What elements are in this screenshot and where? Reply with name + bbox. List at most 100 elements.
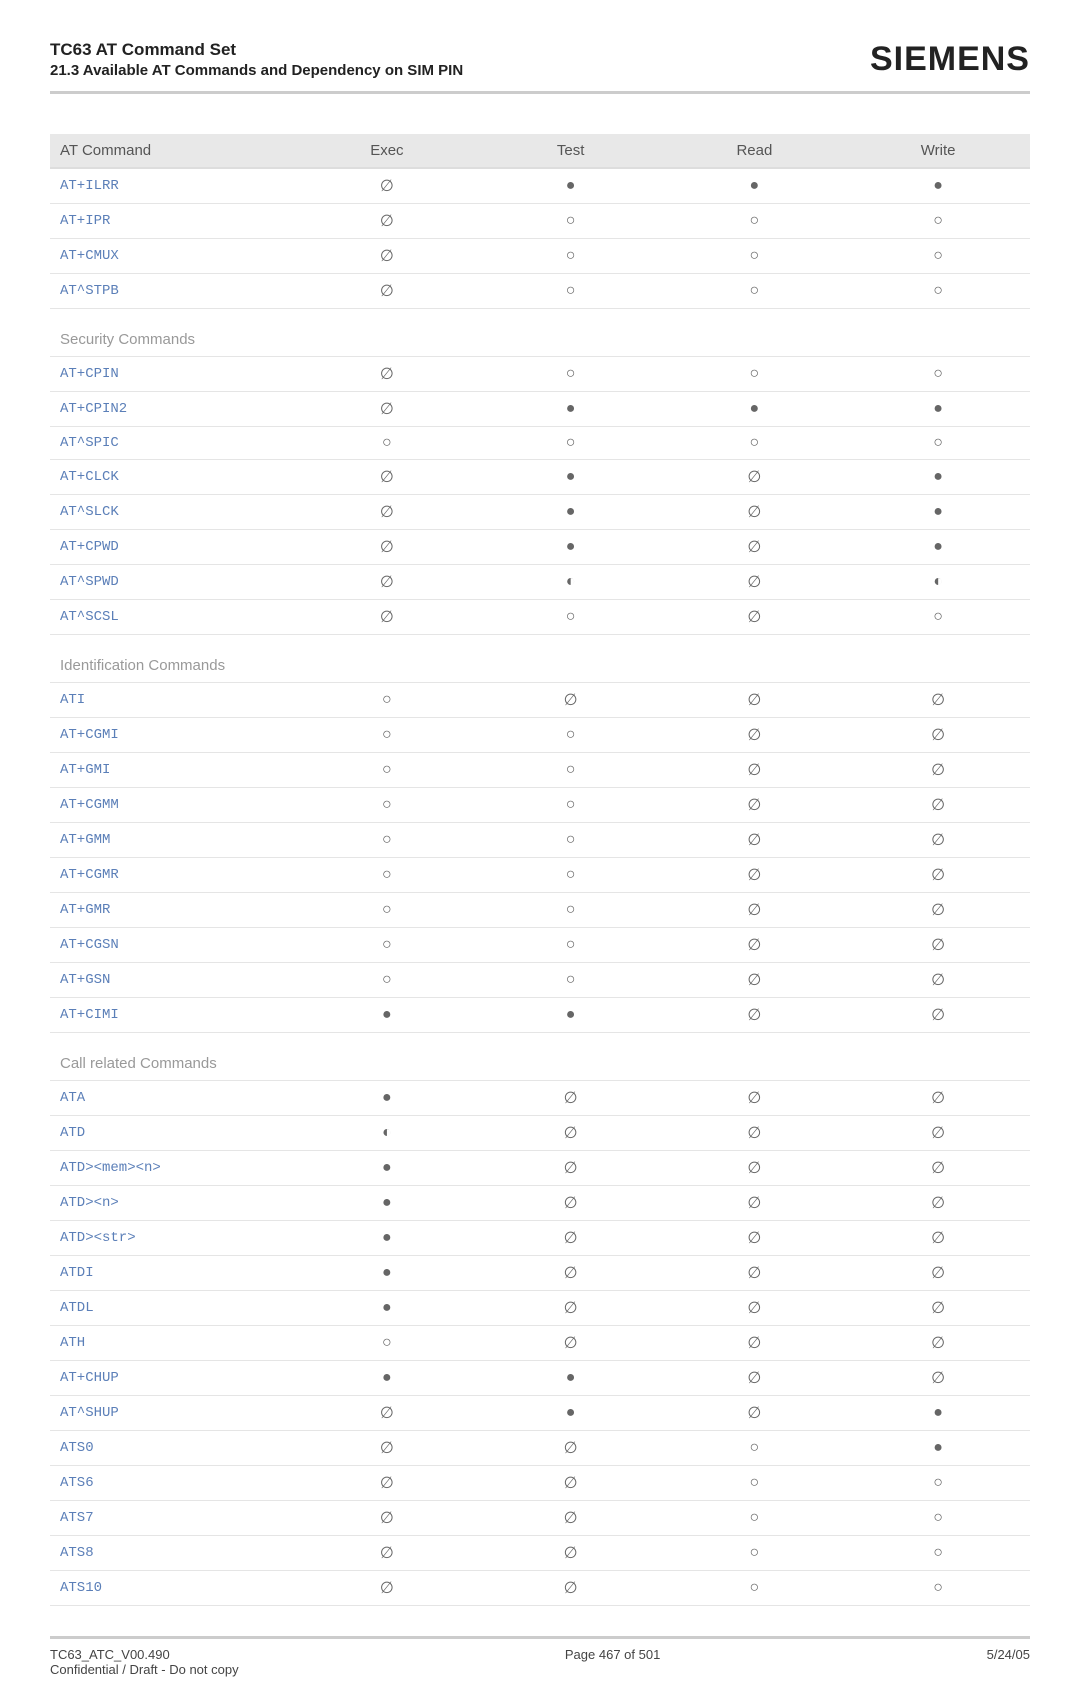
table-row: AT+CGMR○○∅∅	[50, 858, 1030, 893]
write-cell: ∅	[846, 1291, 1030, 1326]
command-cell[interactable]: AT^SLCK	[50, 495, 295, 530]
table-row: ATS0∅∅○●	[50, 1431, 1030, 1466]
command-cell[interactable]: ATA	[50, 1081, 295, 1116]
read-cell: ∅	[663, 788, 847, 823]
command-cell[interactable]: AT+IPR	[50, 204, 295, 239]
read-cell: ∅	[663, 460, 847, 495]
command-cell[interactable]: AT+CPIN2	[50, 392, 295, 427]
exec-cell: ●	[295, 1151, 479, 1186]
read-cell: ∅	[663, 683, 847, 718]
read-cell: ○	[663, 1501, 847, 1536]
table-row: ATA●∅∅∅	[50, 1081, 1030, 1116]
table-row: AT+CHUP●●∅∅	[50, 1361, 1030, 1396]
command-cell[interactable]: ATS0	[50, 1431, 295, 1466]
test-cell: ∅	[479, 1291, 663, 1326]
command-cell[interactable]: AT^SCSL	[50, 600, 295, 635]
write-cell: ○	[846, 600, 1030, 635]
command-cell[interactable]: ATD	[50, 1116, 295, 1151]
table-header: AT Command Exec Test Read Write	[50, 134, 1030, 168]
test-cell: ○	[479, 963, 663, 998]
col-command: AT Command	[50, 134, 295, 168]
command-cell[interactable]: AT^SPWD	[50, 565, 295, 600]
command-cell[interactable]: ATS10	[50, 1571, 295, 1606]
footer-date: 5/24/05	[987, 1647, 1030, 1677]
exec-cell: ○	[295, 718, 479, 753]
read-cell: ∅	[663, 1116, 847, 1151]
command-cell[interactable]: ATS6	[50, 1466, 295, 1501]
table-row: ATD◐∅∅∅	[50, 1116, 1030, 1151]
write-cell: ∅	[846, 823, 1030, 858]
command-cell[interactable]: AT^SPIC	[50, 427, 295, 460]
read-cell: ○	[663, 1571, 847, 1606]
read-cell: ∅	[663, 823, 847, 858]
read-cell: ∅	[663, 1326, 847, 1361]
exec-cell: ∅	[295, 460, 479, 495]
command-cell[interactable]: AT^STPB	[50, 274, 295, 309]
command-cell[interactable]: AT+GSN	[50, 963, 295, 998]
exec-cell: ●	[295, 1081, 479, 1116]
command-cell[interactable]: AT+GMM	[50, 823, 295, 858]
command-cell[interactable]: AT+CGSN	[50, 928, 295, 963]
test-cell: ∅	[479, 1501, 663, 1536]
read-cell: ∅	[663, 1221, 847, 1256]
command-cell[interactable]: AT+CGMM	[50, 788, 295, 823]
exec-cell: ∅	[295, 204, 479, 239]
command-cell[interactable]: ATS8	[50, 1536, 295, 1571]
read-cell: ○	[663, 427, 847, 460]
col-test: Test	[479, 134, 663, 168]
command-cell[interactable]: ATDL	[50, 1291, 295, 1326]
command-cell[interactable]: AT+CGMI	[50, 718, 295, 753]
table-row: AT+GMI○○∅∅	[50, 753, 1030, 788]
command-cell[interactable]: AT+GMR	[50, 893, 295, 928]
command-cell[interactable]: AT+CHUP	[50, 1361, 295, 1396]
write-cell: ∅	[846, 1081, 1030, 1116]
exec-cell: ∅	[295, 1466, 479, 1501]
write-cell: ∅	[846, 858, 1030, 893]
command-cell[interactable]: AT+CPWD	[50, 530, 295, 565]
read-cell: ∅	[663, 1151, 847, 1186]
col-write: Write	[846, 134, 1030, 168]
command-cell[interactable]: ATD><n>	[50, 1186, 295, 1221]
exec-cell: ○	[295, 753, 479, 788]
command-cell[interactable]: AT^SHUP	[50, 1396, 295, 1431]
test-cell: ○	[479, 858, 663, 893]
command-cell[interactable]: ATS7	[50, 1501, 295, 1536]
test-cell: ∅	[479, 1151, 663, 1186]
command-cell[interactable]: AT+CPIN	[50, 357, 295, 392]
table-row: AT+CPIN2∅●●●	[50, 392, 1030, 427]
table-row: AT+CIMI●●∅∅	[50, 998, 1030, 1033]
exec-cell: ○	[295, 1326, 479, 1361]
test-cell: ●	[479, 998, 663, 1033]
command-cell[interactable]: ATD><mem><n>	[50, 1151, 295, 1186]
command-cell[interactable]: AT+GMI	[50, 753, 295, 788]
write-cell: ○	[846, 357, 1030, 392]
read-cell: ∅	[663, 893, 847, 928]
read-cell: ∅	[663, 718, 847, 753]
command-cell[interactable]: AT+CLCK	[50, 460, 295, 495]
test-cell: ∅	[479, 683, 663, 718]
command-cell[interactable]: AT+CIMI	[50, 998, 295, 1033]
test-cell: ∅	[479, 1571, 663, 1606]
command-cell[interactable]: AT+ILRR	[50, 168, 295, 204]
doc-title: TC63 AT Command Set	[50, 40, 463, 60]
command-cell[interactable]: ATI	[50, 683, 295, 718]
exec-cell: ∅	[295, 1501, 479, 1536]
command-cell[interactable]: AT+CGMR	[50, 858, 295, 893]
doc-subtitle: 21.3 Available AT Commands and Dependenc…	[50, 62, 463, 79]
read-cell: ∅	[663, 858, 847, 893]
command-cell[interactable]: ATDI	[50, 1256, 295, 1291]
read-cell: ∅	[663, 753, 847, 788]
write-cell: ∅	[846, 1186, 1030, 1221]
read-cell: ∅	[663, 1291, 847, 1326]
table-row: AT^SPIC○○○○	[50, 427, 1030, 460]
exec-cell: ∅	[295, 495, 479, 530]
command-cell[interactable]: AT+CMUX	[50, 239, 295, 274]
command-cell[interactable]: ATD><str>	[50, 1221, 295, 1256]
write-cell: ∅	[846, 1361, 1030, 1396]
command-cell[interactable]: ATH	[50, 1326, 295, 1361]
exec-cell: ○	[295, 823, 479, 858]
write-cell: ●	[846, 460, 1030, 495]
table-row: AT+GSN○○∅∅	[50, 963, 1030, 998]
exec-cell: ∅	[295, 274, 479, 309]
write-cell: ∅	[846, 1326, 1030, 1361]
